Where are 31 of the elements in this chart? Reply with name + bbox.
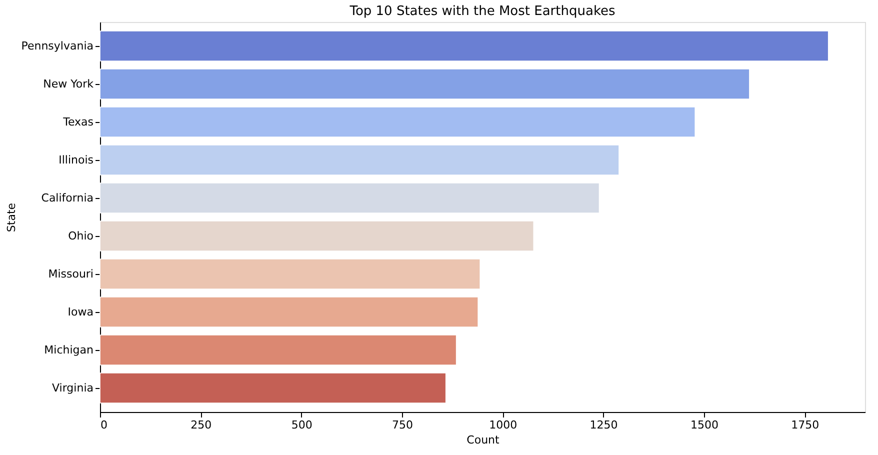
y-tick-label: California [41, 192, 94, 204]
y-tick-label: Pennsylvania [21, 40, 94, 52]
bar [100, 296, 478, 328]
y-tick-label: Illinois [58, 154, 94, 166]
y-tick-label: Ohio [68, 230, 94, 242]
x-tick-label: 500 [291, 418, 312, 432]
bar [100, 68, 750, 100]
y-tick-label: Missouri [48, 268, 94, 280]
x-tick-label: 1250 [590, 418, 618, 432]
bar [100, 372, 446, 404]
bar [100, 182, 600, 214]
y-tick-label: Iowa [68, 306, 94, 318]
bar [100, 220, 534, 252]
bar [100, 334, 457, 366]
y-tick-label: Virginia [52, 382, 94, 394]
x-tick-label: 1750 [791, 418, 820, 432]
x-tick-label: 0 [100, 418, 108, 432]
x-axis-title: Count [466, 434, 500, 446]
x-tick-label: 1500 [690, 418, 718, 432]
bar [100, 258, 480, 290]
bar [100, 106, 696, 138]
bar [100, 30, 829, 62]
x-tick-label: 750 [392, 418, 413, 432]
x-tick-label: 1000 [489, 418, 518, 432]
y-tick-label: New York [43, 78, 94, 90]
x-tick-label: 250 [190, 418, 212, 432]
chart-title: Top 10 States with the Most Earthquakes [348, 4, 616, 19]
y-axis-title: State [5, 202, 18, 232]
y-tick-label: Michigan [44, 344, 94, 356]
y-tick-label: Texas [62, 116, 94, 128]
bar [100, 144, 620, 176]
